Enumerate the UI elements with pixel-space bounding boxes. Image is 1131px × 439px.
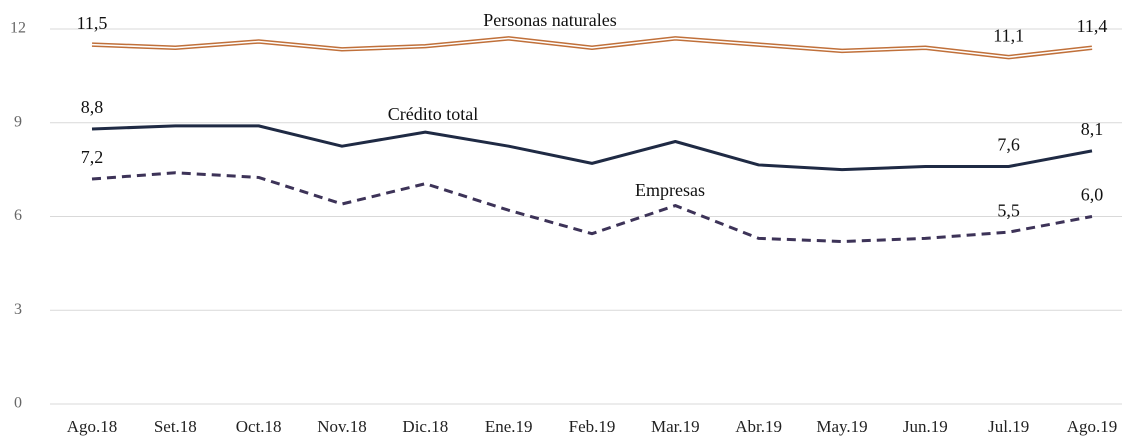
- y-tick-label: 0: [14, 395, 22, 412]
- x-tick-label: Set.18: [154, 417, 197, 436]
- series-line: [91, 124, 1093, 172]
- x-tick-label: Ago.19: [1067, 417, 1118, 436]
- x-tick-label: May.19: [816, 417, 867, 436]
- data-label: 7,6: [997, 135, 1020, 155]
- data-label: 7,2: [81, 147, 104, 167]
- data-label: 8,8: [81, 97, 104, 117]
- x-tick-label: Mar.19: [651, 417, 700, 436]
- y-tick-label: 12: [10, 20, 26, 37]
- y-tick-label: 3: [14, 301, 22, 318]
- y-tick-label: 6: [14, 207, 22, 224]
- x-tick-label: Dic.18: [402, 417, 448, 436]
- x-tick-label: Jun.19: [903, 417, 948, 436]
- y-tick-label: 9: [14, 113, 22, 130]
- x-tick-label: Feb.19: [569, 417, 616, 436]
- data-label: 11,4: [1077, 16, 1108, 36]
- x-tick-label: Jul.19: [988, 417, 1029, 436]
- x-tick-label: Nov.18: [317, 417, 366, 436]
- data-label: 11,1: [993, 25, 1024, 45]
- x-tick-label: Abr.19: [735, 417, 782, 436]
- data-label: 5,5: [997, 200, 1020, 220]
- x-tick-label: Oct.18: [236, 417, 282, 436]
- series-line: [91, 171, 1093, 243]
- series-label: Personas naturales: [483, 10, 616, 30]
- series-label: Crédito total: [388, 104, 478, 124]
- x-tick-label: Ene.19: [485, 417, 533, 436]
- data-label: 11,5: [77, 13, 108, 33]
- x-tick-label: Ago.18: [67, 417, 118, 436]
- series-label: Empresas: [635, 180, 705, 200]
- data-label: 6,0: [1081, 185, 1104, 205]
- data-label: 8,1: [1081, 119, 1104, 139]
- series-line-inner: [91, 37, 1093, 58]
